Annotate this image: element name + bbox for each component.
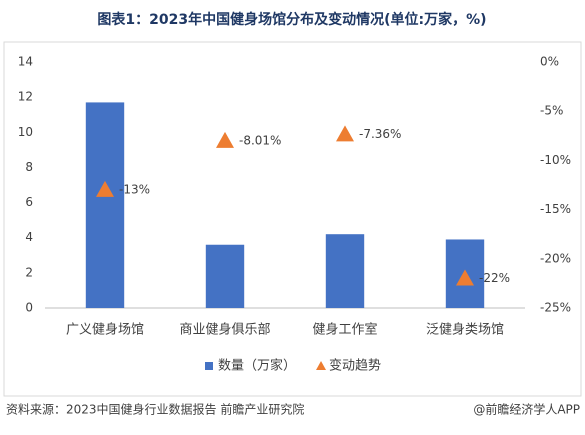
y-tick-label: 14: [18, 55, 33, 69]
y2-tick-label: 0%: [540, 55, 559, 69]
x-tick-label: 泛健身类场馆: [426, 322, 504, 338]
data-label: -13%: [119, 182, 150, 196]
legend-label: 数量（万家）: [218, 358, 296, 374]
legend-label: 变动趋势: [329, 358, 381, 374]
data-label: -8.01%: [239, 133, 281, 147]
legend-swatch: [205, 362, 213, 370]
marker: [336, 125, 354, 142]
bar: [205, 244, 245, 308]
x-tick-label: 健身工作室: [312, 322, 377, 338]
y2-tick-label: -20%: [540, 251, 571, 265]
chart-title: 图表1：2023年中国健身场馆分布及变动情况(单位:万家，%): [97, 11, 486, 28]
y-tick-label: 12: [18, 90, 33, 104]
source: 资料来源：2023中国健身行业数据报告 前瞻产业研究院: [6, 402, 304, 417]
x-tick-label: 商业健身俱乐部: [179, 322, 270, 338]
marker: [96, 180, 114, 197]
y2-tick-label: -5%: [540, 104, 563, 118]
credit: @前瞻经济学人APP: [473, 402, 580, 417]
y-tick-label: 6: [25, 195, 33, 209]
y2-tick-label: -25%: [540, 301, 571, 315]
marker: [456, 269, 474, 286]
x-tick-label: 广义健身场馆: [66, 322, 144, 338]
chart-frame: [3, 41, 582, 397]
legend-swatch: [316, 361, 327, 370]
y2-tick-label: -10%: [540, 153, 571, 167]
bar: [325, 234, 365, 308]
y-tick-label: 10: [18, 125, 33, 139]
data-label: -7.36%: [359, 127, 401, 141]
marker: [216, 131, 234, 148]
bar: [85, 102, 125, 309]
y-tick-label: 2: [25, 265, 33, 279]
y-tick-label: 8: [25, 160, 33, 174]
data-label: -22%: [479, 271, 510, 285]
y2-tick-label: -15%: [540, 202, 571, 216]
y-tick-label: 4: [25, 230, 33, 244]
y-tick-label: 0: [25, 301, 33, 315]
